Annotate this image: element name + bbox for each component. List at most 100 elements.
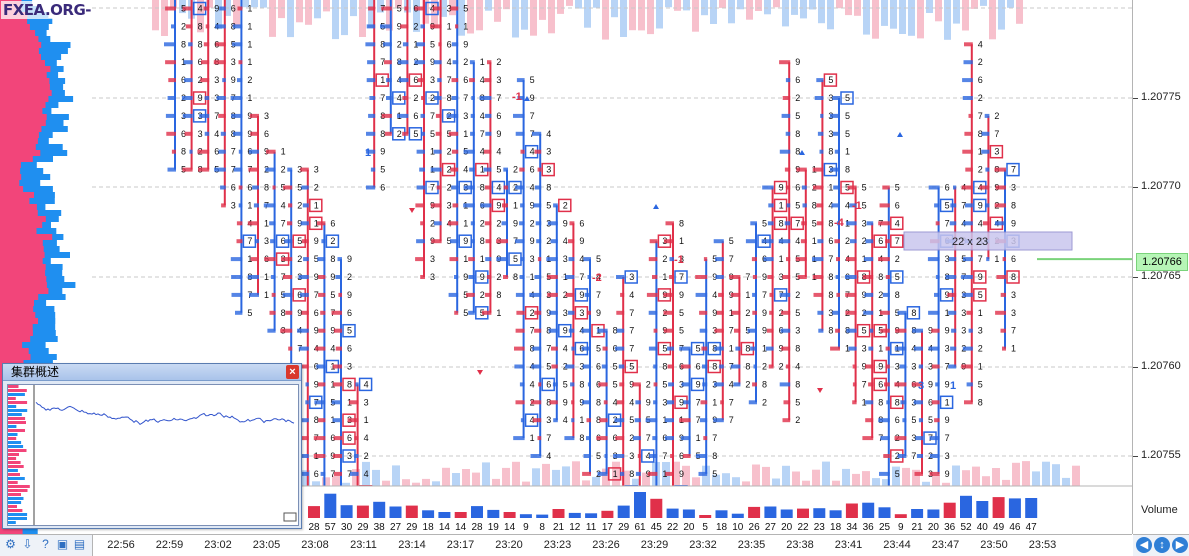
footprint-bar	[653, 382, 658, 387]
footprint-bar	[402, 131, 409, 136]
arrow-down-icon[interactable]: ⇩	[22, 537, 33, 551]
footprint-cell-value: 7	[696, 415, 701, 425]
footprint-cell-value: 5	[546, 200, 551, 210]
overview-title[interactable]: 集群概述	[3, 364, 301, 381]
footprint-cell-value: 7	[480, 129, 485, 139]
volume-bar	[894, 514, 907, 518]
bottom-histogram-bar	[542, 463, 550, 486]
footprint-cell-value: 9	[679, 469, 684, 479]
footprint-cell-value: 9	[463, 272, 468, 282]
time-label: 23:53	[1028, 539, 1057, 551]
footprint-cell-value: 5	[845, 111, 850, 121]
help-icon[interactable]: ?	[42, 537, 49, 551]
profile-sell-bar	[0, 270, 46, 276]
footprint-cell-value: 8	[978, 397, 983, 407]
bottom-histogram-bar	[372, 469, 380, 486]
footprint-cell-value: 5	[496, 165, 501, 175]
footprint-bar	[552, 382, 558, 387]
footprint-bar	[996, 275, 1006, 279]
footprint-bar	[618, 364, 625, 369]
footprint-bar	[767, 221, 774, 226]
footprint-cell-value: 9	[945, 290, 950, 300]
footprint-cell-value: 6	[928, 397, 933, 407]
time-label: 23:29	[640, 539, 669, 551]
footprint-bar	[752, 275, 757, 279]
footprint-bar	[235, 310, 243, 315]
footprint-bar	[897, 454, 907, 458]
profile-sell-bar	[0, 330, 33, 336]
footprint-bar	[830, 113, 840, 118]
profile-sell-bar	[0, 312, 36, 318]
chevron-right-icon[interactable]: ▶	[1172, 537, 1188, 553]
volume-bar	[943, 502, 956, 518]
footprint-cell-value: 5	[795, 397, 800, 407]
time-axis[interactable]: 22:56 22:59 23:02 23:05 23:08 23:11 23:14 23:17…	[92, 534, 1132, 556]
gear-icon[interactable]: ⚙	[5, 537, 16, 551]
footprint-cell-value: 6	[231, 183, 236, 193]
footprint-bar	[830, 346, 840, 351]
footprint-cell-value: 2	[447, 183, 452, 193]
overview-window[interactable]: 集群概述 ×	[2, 363, 302, 529]
save-icon[interactable]: ▣	[56, 537, 69, 551]
chart-icon[interactable]: ▤	[73, 537, 86, 551]
up-down-icon[interactable]: ↕	[1154, 537, 1170, 553]
arrow-up-marker	[653, 204, 659, 209]
footprint-bar	[832, 96, 840, 100]
footprint-bar	[918, 364, 923, 369]
footprint-bar	[781, 346, 791, 351]
footprint-cell-value: 4	[828, 200, 833, 210]
footprint-bar	[931, 328, 940, 333]
volume-bar	[634, 492, 646, 518]
footprint-bar	[355, 382, 359, 387]
footprint-bar	[620, 292, 625, 297]
footprint-bar	[219, 6, 226, 11]
volume-label: 14	[504, 522, 516, 533]
footprint-bar	[715, 275, 724, 279]
bottom-histogram-bar	[642, 472, 650, 486]
footprint-bar	[761, 239, 774, 244]
volume-bar	[438, 512, 451, 518]
footprint-cell-value: 3	[530, 254, 535, 264]
volume-bar	[797, 508, 809, 518]
footprint-bar	[165, 60, 176, 65]
footprint-bar	[463, 149, 475, 154]
top-histogram-bar	[863, 0, 870, 35]
footprint-bar	[601, 364, 608, 369]
overview-profile-bar	[8, 429, 25, 432]
footprint-cell-value: 1	[662, 272, 667, 282]
footprint-cell-value: 7	[347, 469, 352, 479]
footprint-bar	[469, 60, 475, 65]
footprint-cell-value: 9	[297, 308, 302, 318]
footprint-bar	[695, 454, 708, 458]
top-histogram-bar	[377, 0, 384, 13]
close-icon[interactable]: ×	[286, 365, 299, 379]
footprint-bar	[183, 60, 193, 65]
overview-chart[interactable]	[7, 384, 299, 526]
footprint-bar	[368, 6, 376, 11]
footprint-cell-value: 2	[546, 236, 551, 246]
chevron-left-icon[interactable]: ◀	[1136, 537, 1152, 553]
footprint-cell-value: 8	[546, 397, 551, 407]
footprint-cell-value: 8	[596, 415, 601, 425]
footprint-bar	[668, 382, 674, 387]
footprint-bar	[452, 60, 459, 65]
footprint-bar	[816, 221, 824, 226]
footprint-bar	[962, 96, 973, 100]
price-axis[interactable]: 1.20775 1.20770 1.20765 1.20760 1.20755 …	[1132, 0, 1189, 534]
footprint-bar	[547, 275, 558, 279]
footprint-cell-value: 7	[330, 469, 335, 479]
footprint-cell-value: 5	[862, 200, 867, 210]
profile-sell-bar	[0, 306, 34, 312]
time-label: 23:38	[786, 539, 814, 551]
footprint-cell-value: 4	[563, 344, 568, 354]
footprint-bar	[164, 42, 176, 47]
footprint-cell-value: 5	[613, 379, 618, 389]
footprint-cell-value: 3	[297, 165, 302, 175]
time-label: 23:26	[592, 539, 620, 551]
price-tick	[1133, 187, 1138, 188]
top-histogram-bar	[260, 0, 267, 8]
footprint-bar	[297, 328, 309, 333]
footprint-bar	[221, 203, 226, 208]
footprint-cell-value: 7	[530, 111, 535, 121]
footprint-bar	[181, 96, 193, 100]
